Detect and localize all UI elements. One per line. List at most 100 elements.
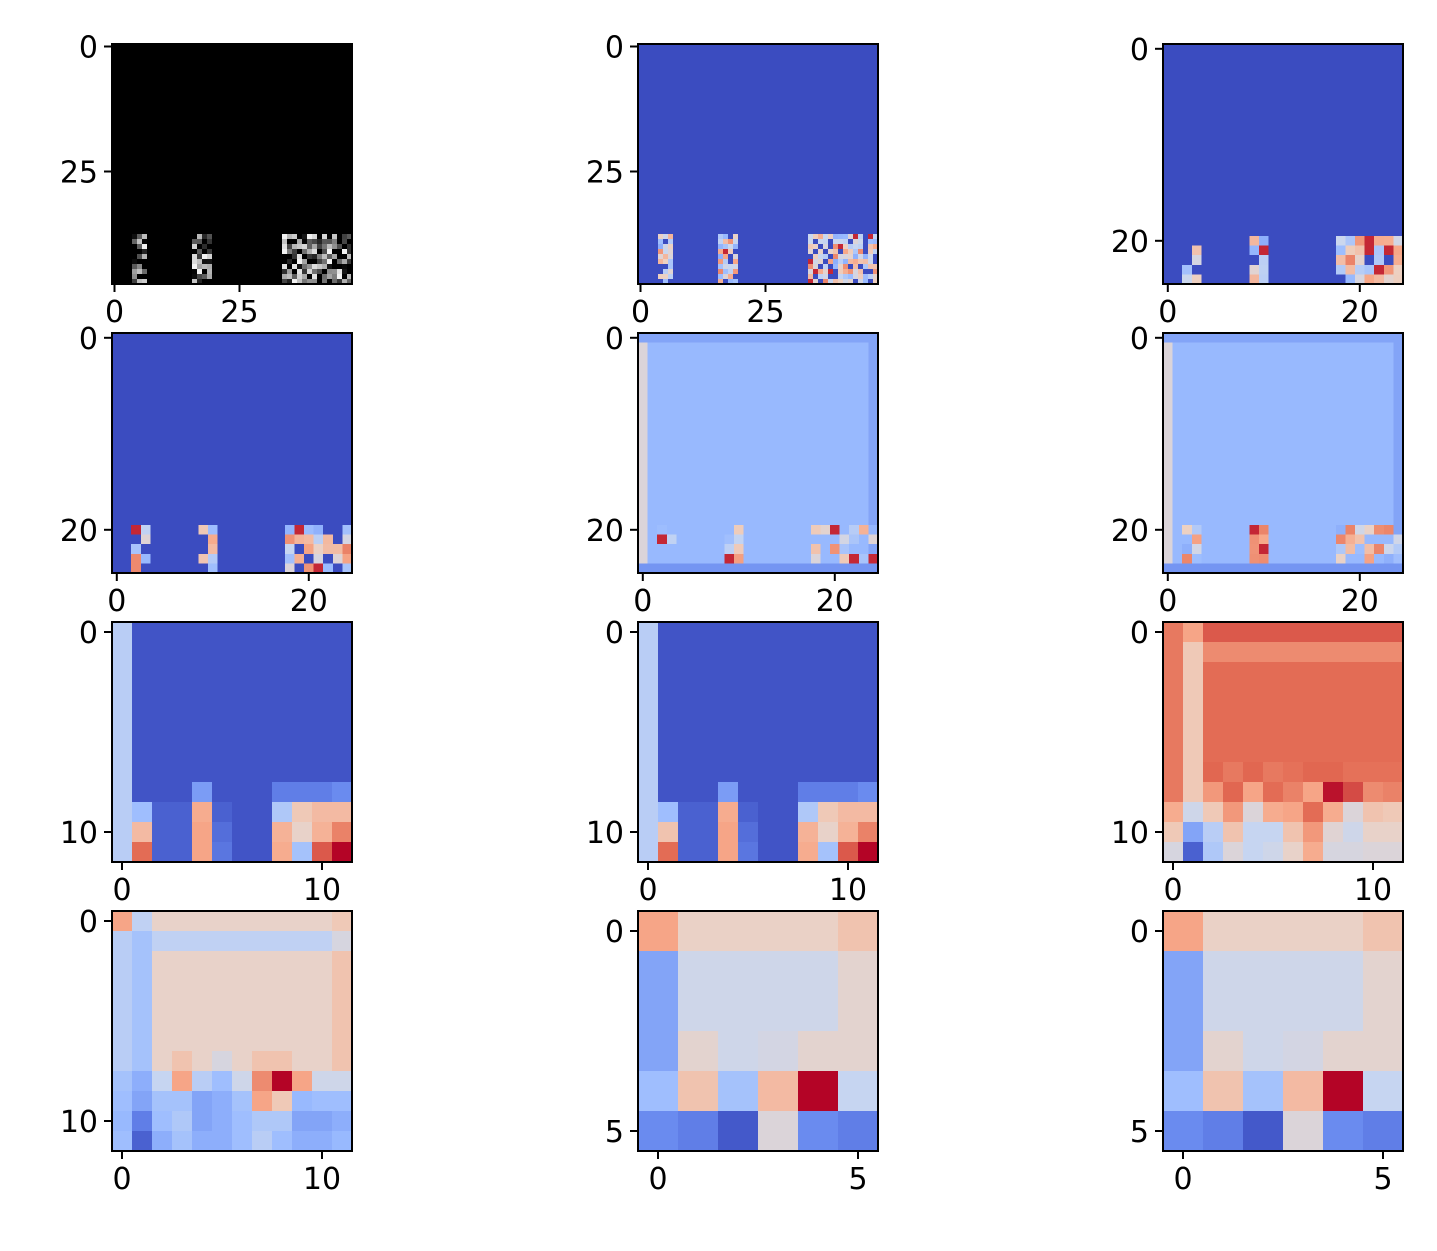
heatmap-cell	[648, 84, 654, 90]
heatmap-cell	[1287, 130, 1298, 141]
heatmap-cell	[302, 114, 308, 120]
heatmap-cell	[798, 199, 804, 205]
heatmap-cell	[187, 94, 193, 100]
heatmap-cell	[232, 179, 238, 185]
heatmap-cell	[227, 154, 233, 160]
heatmap-cell	[137, 144, 143, 150]
heatmap-cell	[1249, 178, 1260, 189]
heatmap-cell	[187, 244, 193, 250]
heatmap-cell	[192, 99, 198, 105]
heatmap-cell	[197, 249, 203, 255]
heatmap-cell	[242, 239, 248, 245]
heatmap-cell	[698, 274, 704, 280]
heatmap-cell	[783, 149, 789, 155]
heatmap-cell	[307, 249, 313, 255]
heatmap-cell	[282, 184, 288, 190]
heatmap-cell	[818, 59, 824, 65]
heatmap-cell	[1249, 101, 1260, 112]
heatmap-cell	[678, 279, 684, 285]
heatmap-cell	[202, 189, 208, 195]
heatmap-cell	[172, 169, 178, 175]
heatmap-cell	[663, 149, 669, 155]
heatmap-cell	[242, 64, 248, 70]
heatmap-cell	[798, 194, 804, 200]
heatmap-cell	[808, 224, 814, 230]
heatmap-cell	[322, 199, 328, 205]
heatmap-cell	[833, 44, 839, 50]
heatmap-cell	[127, 54, 133, 60]
heatmap-cell	[818, 259, 824, 265]
heatmap-cell	[267, 219, 273, 225]
heatmap-cell	[227, 269, 233, 275]
heatmap-cell	[738, 274, 744, 280]
heatmap-cell	[1163, 72, 1174, 83]
heatmap-cell	[648, 264, 654, 270]
heatmap-cell	[272, 224, 278, 230]
heatmap-cell	[297, 174, 303, 180]
heatmap-cell	[232, 54, 238, 60]
heatmap-cell	[693, 59, 699, 65]
heatmap-cell	[848, 189, 854, 195]
heatmap-cell	[653, 184, 659, 190]
heatmap-cell	[277, 69, 283, 75]
heatmap-cell	[783, 234, 789, 240]
heatmap-cell	[768, 119, 774, 125]
heatmap-cell	[748, 214, 754, 220]
heatmap-cell	[718, 259, 724, 265]
heatmap-cell	[738, 264, 744, 270]
heatmap-cell	[272, 274, 278, 280]
heatmap-cell	[848, 64, 854, 70]
heatmap-cell	[818, 229, 824, 235]
heatmap-cell	[292, 109, 298, 115]
heatmap-cell	[683, 164, 689, 170]
heatmap-cell	[227, 279, 233, 285]
heatmap-cell	[638, 219, 644, 225]
heatmap-cell	[157, 254, 163, 260]
heatmap-cell	[1278, 159, 1289, 170]
heatmap-cell	[643, 249, 649, 255]
heatmap-cell	[1345, 82, 1356, 93]
heatmap-cell	[838, 54, 844, 60]
heatmap-cell	[272, 89, 278, 95]
heatmap-cell	[312, 49, 318, 55]
heatmap-cell	[212, 249, 218, 255]
heatmap-cell	[162, 49, 168, 55]
heatmap-cell	[748, 44, 754, 50]
heatmap-cell	[1355, 168, 1366, 179]
heatmap-cell	[267, 224, 273, 230]
heatmap-cell	[157, 259, 163, 265]
heatmap-cell	[267, 204, 273, 210]
heatmap-cell	[838, 149, 844, 155]
heatmap-cell	[668, 149, 674, 155]
heatmap-cell	[227, 244, 233, 250]
heatmap-cell	[247, 154, 253, 160]
heatmap-cell	[1374, 53, 1385, 64]
heatmap-cell	[743, 164, 749, 170]
heatmap-cell	[162, 264, 168, 270]
heatmap-cell	[658, 144, 664, 150]
heatmap-cell	[242, 44, 248, 50]
heatmap-cell	[738, 84, 744, 90]
heatmap-cell	[157, 64, 163, 70]
heatmap-cell	[117, 64, 123, 70]
heatmap-cell	[1249, 53, 1260, 64]
heatmap-cell	[828, 64, 834, 70]
heatmap-cell	[823, 94, 829, 100]
heatmap-cell	[753, 149, 759, 155]
heatmap-cell	[743, 189, 749, 195]
heatmap-cell	[733, 219, 739, 225]
heatmap-cell	[117, 214, 123, 220]
heatmap-cell	[252, 44, 258, 50]
heatmap-cell	[653, 89, 659, 95]
heatmap-cell	[307, 49, 313, 55]
heatmap-cell	[673, 214, 679, 220]
heatmap-cell	[267, 199, 273, 205]
heatmap-cell	[162, 224, 168, 230]
heatmap-cell	[838, 209, 844, 215]
heatmap-cell	[112, 104, 118, 110]
heatmap-cell	[658, 269, 664, 275]
heatmap-cell	[232, 214, 238, 220]
heatmap-cell	[683, 154, 689, 160]
heatmap-cell	[798, 134, 804, 140]
heatmap-cell	[738, 99, 744, 105]
